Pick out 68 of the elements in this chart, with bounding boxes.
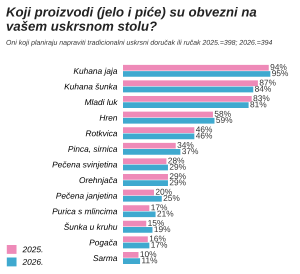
bar (123, 149, 180, 155)
y-tick-label: Mladi luk (84, 98, 118, 106)
bar (123, 127, 194, 133)
bar (123, 118, 214, 124)
y-tick-label: Hren (100, 114, 118, 121)
bar (123, 258, 140, 264)
data-label: 83% (253, 95, 270, 102)
data-label: 34% (177, 142, 194, 148)
data-label: 46% (196, 132, 212, 139)
bar (123, 236, 148, 242)
data-label: 17% (151, 242, 168, 248)
bar (123, 96, 252, 102)
bar (123, 205, 150, 211)
bar (123, 133, 194, 140)
data-label: 84% (255, 86, 272, 92)
chart-title: Koji proizvodi (jelo i piće) su obvezni na vašem uskrsnom stolu? (6, 6, 256, 31)
data-label: 58% (214, 110, 231, 117)
y-tick-label: Šunka u kruhu (64, 222, 118, 230)
data-label: 29% (170, 173, 186, 180)
data-label: 81% (250, 101, 266, 108)
bar (123, 174, 168, 180)
bar (123, 190, 154, 196)
data-label: 21% (157, 210, 174, 217)
y-tick-label: Rotkvica (86, 130, 118, 136)
y-tick-label: Sarma (93, 255, 118, 262)
data-label: 37% (182, 148, 198, 154)
bar (123, 164, 168, 170)
data-label: 16% (150, 236, 166, 242)
data-label: 59% (216, 117, 232, 123)
data-label: 94% (270, 64, 287, 70)
legend-label: 2025. (22, 246, 42, 252)
y-tick-label: Kuhana šunka (64, 83, 118, 90)
bar (123, 180, 168, 186)
data-label: 87% (260, 80, 276, 86)
data-label: 25% (164, 195, 180, 201)
y-tick-label: Purica s mlincima (52, 208, 118, 214)
bar (123, 71, 270, 77)
bar (123, 252, 139, 258)
data-label: 29% (170, 164, 186, 170)
bar (123, 80, 258, 86)
bar (123, 227, 152, 233)
data-label: 46% (196, 126, 212, 132)
bar (123, 112, 213, 118)
data-label: 29% (170, 179, 186, 186)
bar (123, 211, 156, 218)
bar (123, 102, 249, 108)
y-tick-label: Pinca, sirnica (68, 146, 118, 153)
legend-label: 2026. (22, 258, 42, 265)
bar (123, 158, 166, 164)
data-label: 19% (154, 226, 170, 232)
y-tick-label: Kuhana jaja (74, 68, 118, 76)
data-label: 20% (156, 188, 172, 195)
data-label: 95% (272, 70, 288, 76)
data-label: 17% (151, 204, 168, 210)
bar (123, 242, 150, 248)
data-label: 15% (148, 220, 164, 226)
bar (123, 196, 162, 202)
y-tick-label: Pogača (89, 239, 118, 248)
bar (123, 64, 269, 71)
y-tick-label: Pečena svinjetina (52, 161, 118, 170)
data-label: 11% (142, 257, 158, 264)
bar (123, 220, 146, 227)
bar (123, 86, 254, 92)
y-tick-label: Orehnjača (79, 176, 118, 185)
y-tick-label: Pečena janjetina (56, 192, 118, 200)
data-label: 10% (140, 251, 156, 258)
bar (123, 142, 176, 149)
data-label: 28% (168, 158, 184, 164)
